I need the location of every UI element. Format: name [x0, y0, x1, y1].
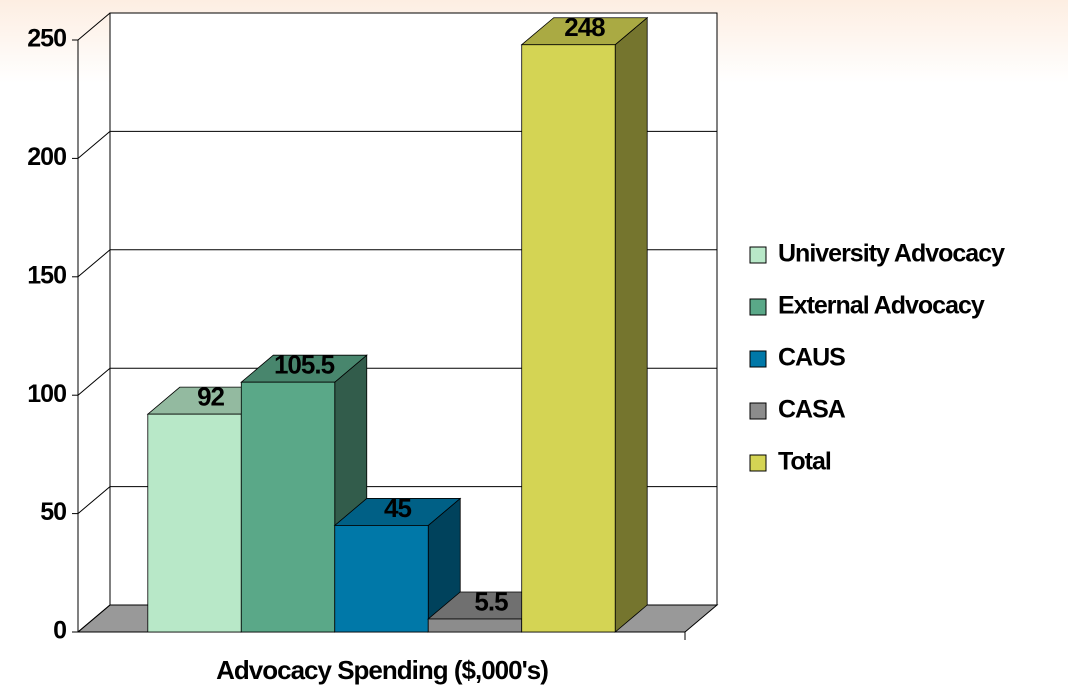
- grid-line: [77, 486, 717, 514]
- value-label: 248: [564, 12, 605, 42]
- bar-front: [427, 618, 523, 633]
- value-label: 5.5: [474, 586, 508, 616]
- grid-line: [77, 12, 717, 41]
- legend-label: External Advocacy: [778, 292, 985, 320]
- y-tick-label: 150: [27, 261, 66, 289]
- bar: [333, 497, 462, 633]
- bar-front: [334, 525, 429, 633]
- bar-side: [614, 16, 648, 633]
- legend-swatch: [749, 402, 767, 420]
- value-label: 45: [384, 493, 411, 523]
- y-tick-label: 250: [27, 25, 66, 53]
- y-tick-label: 100: [27, 380, 66, 408]
- bar-front: [240, 381, 336, 633]
- legend-swatch: [749, 350, 767, 368]
- y-tick-label: 0: [53, 617, 66, 645]
- bar-front: [147, 413, 242, 633]
- y-tick-label: 200: [27, 143, 66, 171]
- value-label: 105.5: [274, 350, 335, 380]
- grid-line: [77, 367, 717, 396]
- x-category-label: Advocacy Spending ($,000's): [216, 655, 548, 685]
- legend-label: CASA: [778, 396, 846, 424]
- legend-swatch: [749, 454, 767, 472]
- bar-front: [521, 44, 616, 633]
- legend-swatch: [749, 246, 767, 264]
- bar: [240, 354, 368, 633]
- legend-label: CAUS: [778, 344, 845, 372]
- legend-label: University Advocacy: [778, 240, 1005, 268]
- grid-line: [77, 249, 717, 278]
- value-label: 92: [197, 382, 224, 412]
- legend-label: Total: [778, 448, 831, 476]
- grid-line: [77, 130, 717, 159]
- legend-swatch: [749, 298, 767, 316]
- y-tick-label: 50: [40, 498, 66, 526]
- bar: [520, 16, 649, 633]
